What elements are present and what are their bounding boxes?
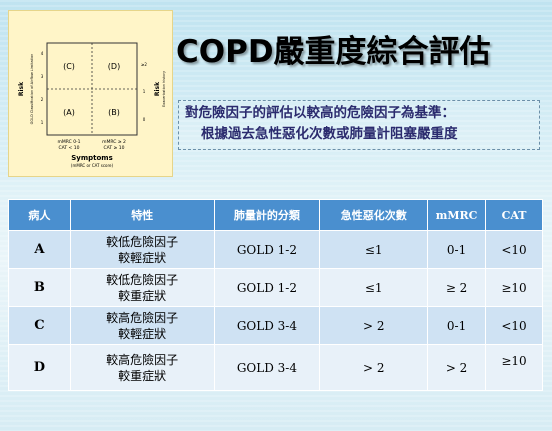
table-row: D 較高危險因子 較重症狀 GOLD 3-4 > 2 > 2 ≥10 — [8, 344, 543, 391]
cell-mmrc: > 2 — [427, 344, 487, 391]
cell-exacerbation: > 2 — [319, 306, 429, 345]
header-mmrc: mMRC — [427, 199, 487, 231]
cell-gold: GOLD 3-4 — [213, 306, 321, 345]
table-row: B 較低危險因子 較重症狀 GOLD 1-2 ≤1 ≥ 2 ≥10 — [8, 268, 543, 307]
quadrant-d: (D) — [108, 62, 120, 71]
left-tick-2: 2 — [41, 97, 44, 102]
header-patient: 病人 — [8, 199, 71, 231]
right-tick-2: ≥2 — [141, 62, 147, 67]
right-tick-0: 0 — [143, 117, 146, 122]
left-tick-3: 3 — [41, 74, 44, 79]
cell-traits: 較低危險因子 較輕症狀 — [69, 230, 215, 269]
table-row: A 較低危險因子 較輕症狀 GOLD 1-2 ≤1 0-1 <10 — [8, 230, 543, 269]
cell-traits: 較高危險因子 較輕症狀 — [69, 306, 215, 345]
trait-risk: 較高危險因子 — [106, 310, 179, 325]
bottom-left-1: mMRC 0-1 — [57, 139, 80, 145]
trait-risk: 較高危險因子 — [106, 352, 179, 367]
cell-mmrc: 0-1 — [427, 230, 487, 269]
header-traits: 特性 — [69, 199, 215, 231]
subtitle-box: 對危險因子的評估以較高的危險因子為基準： 根據過去急性惡化次數或肺量計阻塞嚴重度 — [178, 100, 540, 150]
header-cat: CAT — [485, 199, 543, 231]
trait-symptom: 較輕症狀 — [118, 326, 167, 341]
cell-mmrc: ≥ 2 — [427, 268, 487, 307]
trait-risk: 較低危險因子 — [106, 234, 179, 249]
x-axis-sub: (mMRC or CAT score) — [71, 163, 114, 168]
cell-gold: GOLD 3-4 — [213, 344, 321, 391]
cell-patient: D — [8, 344, 71, 391]
slide-title: COPD嚴重度綜合評估 — [176, 34, 491, 70]
cell-cat: ≥10 — [485, 344, 543, 391]
table-header-row: 病人 特性 肺量計的分類 急性惡化次數 mMRC CAT — [8, 199, 543, 231]
cell-patient: A — [8, 230, 71, 269]
table-row: C 較高危險因子 較輕症狀 GOLD 3-4 > 2 0-1 <10 — [8, 306, 543, 345]
cell-traits: 較低危險因子 較重症狀 — [69, 268, 215, 307]
trait-symptom: 較重症狀 — [118, 288, 167, 303]
cell-gold: GOLD 1-2 — [213, 268, 321, 307]
right-tick-1: 1 — [143, 89, 146, 94]
bottom-right-1: mMRC ≥ 2 — [102, 139, 126, 145]
cell-gold: GOLD 1-2 — [213, 230, 321, 269]
quadrant-a: (A) — [63, 108, 75, 117]
cell-traits: 較高危險因子 較重症狀 — [69, 344, 215, 391]
x-axis-label: Symptoms — [71, 154, 113, 162]
cell-patient: B — [8, 268, 71, 307]
cell-cat: ≥10 — [485, 268, 543, 307]
cell-patient: C — [8, 306, 71, 345]
trait-risk: 較低危險因子 — [106, 272, 179, 287]
header-spirometry: 肺量計的分類 — [213, 199, 321, 231]
cell-cat: <10 — [485, 306, 543, 345]
subtitle-line-2: 根據過去急性惡化次數或肺量計阻塞嚴重度 — [201, 126, 458, 142]
diagram-svg: (C) (D) (A) (B) Risk GOLD Classification… — [18, 42, 166, 168]
left-tick-4: 4 — [41, 51, 44, 56]
left-axis-label: Risk — [18, 81, 25, 96]
left-axis-sub: GOLD Classification of Airflow Limitatio… — [30, 54, 34, 125]
classification-table: 病人 特性 肺量計的分類 急性惡化次數 mMRC CAT A 較低危險因子 較輕症… — [8, 199, 543, 391]
cell-exacerbation: ≤1 — [319, 230, 429, 269]
cell-mmrc: 0-1 — [427, 306, 487, 345]
left-tick-1: 1 — [41, 120, 44, 125]
cell-exacerbation: ≤1 — [319, 268, 429, 307]
right-axis-label: Risk — [154, 81, 161, 96]
bottom-left-2: CAT < 10 — [59, 145, 80, 151]
quadrant-b: (B) — [108, 108, 120, 117]
cell-cat: <10 — [485, 230, 543, 269]
trait-symptom: 較重症狀 — [118, 368, 167, 383]
quadrant-c: (C) — [63, 62, 75, 71]
right-axis-sub: Exacerbation history — [162, 71, 166, 107]
bottom-right-2: CAT ≥ 10 — [104, 145, 125, 151]
subtitle-line-1: 對危險因子的評估以較高的危險因子為基準： — [185, 105, 455, 121]
header-exacerbation: 急性惡化次數 — [319, 199, 429, 231]
copd-assessment-diagram: (C) (D) (A) (B) Risk GOLD Classification… — [8, 10, 173, 177]
cell-exacerbation: > 2 — [319, 344, 429, 391]
trait-symptom: 較輕症狀 — [118, 250, 167, 265]
